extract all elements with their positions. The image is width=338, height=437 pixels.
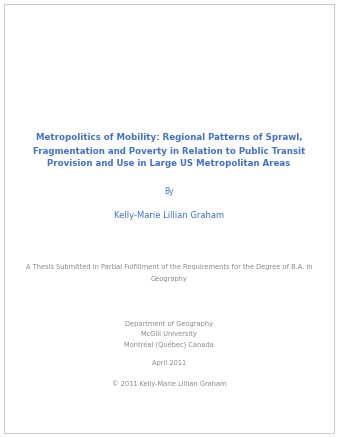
Text: Department of Geography: Department of Geography — [125, 321, 213, 327]
Text: Montréal (Québec) Canada: Montréal (Québec) Canada — [124, 340, 214, 348]
Text: Kelly-Marie Lillian Graham: Kelly-Marie Lillian Graham — [114, 211, 224, 219]
Text: Metropolitics of Mobility: Regional Patterns of Sprawl,: Metropolitics of Mobility: Regional Patt… — [36, 133, 302, 142]
Text: A Thesis Submitted in Partial Fulfillment of the Requirements for the Degree of : A Thesis Submitted in Partial Fulfillmen… — [26, 264, 312, 270]
Text: Provision and Use in Large US Metropolitan Areas: Provision and Use in Large US Metropolit… — [47, 160, 291, 169]
Text: April 2011: April 2011 — [152, 360, 186, 366]
Text: By: By — [164, 187, 174, 197]
Text: McGill University: McGill University — [141, 331, 197, 337]
Text: Fragmentation and Poverty in Relation to Public Transit: Fragmentation and Poverty in Relation to… — [33, 146, 305, 156]
Text: © 2011 Kelly-Marie Lillian Graham: © 2011 Kelly-Marie Lillian Graham — [112, 381, 226, 387]
Text: Geography: Geography — [150, 276, 188, 282]
